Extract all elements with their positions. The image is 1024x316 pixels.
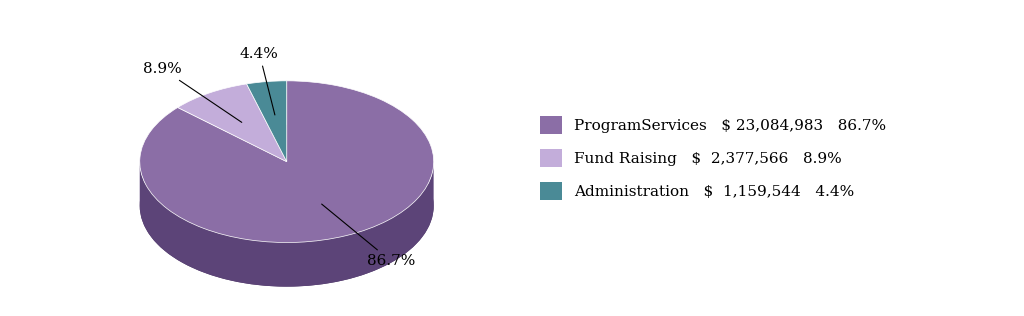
Wedge shape bbox=[178, 84, 287, 162]
Text: 8.9%: 8.9% bbox=[143, 62, 242, 122]
Ellipse shape bbox=[139, 125, 434, 287]
Wedge shape bbox=[247, 81, 287, 162]
Legend: ProgramServices   $ 23,084,983   86.7%, Fund Raising   $  2,377,566   8.9%, Admi: ProgramServices $ 23,084,983 86.7%, Fund… bbox=[540, 116, 886, 200]
Text: 4.4%: 4.4% bbox=[240, 46, 279, 115]
Wedge shape bbox=[139, 81, 434, 242]
Text: 86.7%: 86.7% bbox=[322, 204, 416, 268]
Polygon shape bbox=[139, 161, 433, 287]
